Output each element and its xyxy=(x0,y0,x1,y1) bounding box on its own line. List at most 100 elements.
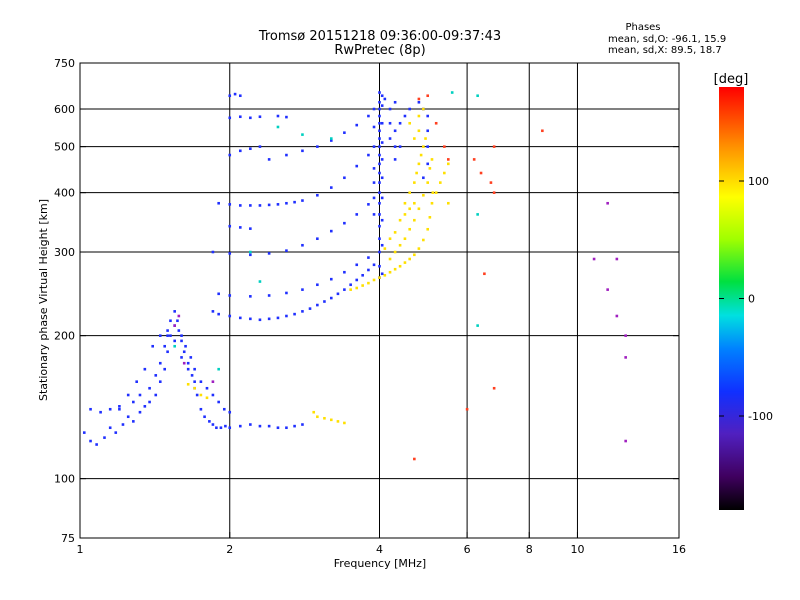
data-point xyxy=(177,314,181,318)
data-point xyxy=(228,153,232,157)
data-point xyxy=(186,361,190,365)
data-point xyxy=(323,416,326,420)
data-point xyxy=(465,407,469,411)
data-point xyxy=(388,270,392,274)
data-point xyxy=(267,317,271,321)
data-point xyxy=(417,114,421,118)
data-point xyxy=(372,181,376,184)
data-point xyxy=(143,405,147,408)
data-point xyxy=(413,218,416,222)
data-point xyxy=(135,380,138,383)
data-point xyxy=(446,201,450,205)
data-point xyxy=(417,247,421,250)
data-point xyxy=(301,423,304,426)
data-point xyxy=(158,361,162,365)
data-point xyxy=(308,307,312,310)
data-point xyxy=(316,145,319,148)
data-point xyxy=(398,264,402,268)
data-point xyxy=(434,191,438,194)
y-axis-label: Stationary phase Virtual Height [km] xyxy=(37,199,50,401)
data-point xyxy=(378,145,381,148)
data-point xyxy=(180,356,183,359)
data-point xyxy=(228,116,232,120)
data-point xyxy=(372,145,376,148)
data-point xyxy=(380,158,384,161)
data-point xyxy=(419,153,423,157)
data-point xyxy=(238,316,242,320)
data-point xyxy=(114,431,118,434)
data-point xyxy=(393,129,397,133)
data-point xyxy=(388,237,392,241)
data-point xyxy=(211,310,215,313)
data-point xyxy=(249,147,252,151)
data-point xyxy=(118,405,121,408)
data-point xyxy=(367,203,370,206)
data-point xyxy=(393,231,397,234)
data-point xyxy=(367,256,370,259)
data-point xyxy=(378,276,381,279)
data-point xyxy=(285,153,288,157)
data-point xyxy=(301,199,304,202)
data-point xyxy=(163,367,166,371)
data-point xyxy=(190,374,194,377)
data-point xyxy=(258,115,262,119)
data-point xyxy=(301,310,304,313)
data-point xyxy=(492,191,496,194)
data-point xyxy=(378,237,381,241)
data-point xyxy=(417,97,421,101)
data-point xyxy=(378,213,381,216)
data-point xyxy=(285,314,288,318)
y-tick-label: 400 xyxy=(54,187,75,200)
data-point xyxy=(367,268,370,272)
data-point xyxy=(403,213,407,216)
data-point xyxy=(479,171,483,175)
x-tick-label: 2 xyxy=(226,543,233,556)
colorbar-tick-label: -100 xyxy=(748,410,773,423)
data-point xyxy=(483,272,486,276)
data-point xyxy=(472,158,476,161)
colorbar-tick-label: 0 xyxy=(748,293,755,306)
data-point xyxy=(355,123,359,127)
phase-info-heading: Phases xyxy=(625,22,660,33)
data-point xyxy=(388,121,392,125)
data-point xyxy=(166,334,169,337)
data-point xyxy=(378,153,381,157)
data-point xyxy=(367,281,370,285)
data-point xyxy=(426,129,430,133)
data-point xyxy=(228,410,232,414)
data-point xyxy=(249,116,252,120)
data-point xyxy=(378,107,381,111)
x-axis-ticks: 1 2 4 6 8 10 16 xyxy=(77,532,686,556)
data-point xyxy=(189,356,193,359)
data-point xyxy=(193,386,196,390)
data-point xyxy=(606,201,609,205)
data-point xyxy=(276,316,280,320)
data-point xyxy=(393,100,397,104)
data-point xyxy=(249,204,252,207)
data-point xyxy=(383,273,387,277)
data-point xyxy=(249,317,252,321)
data-point xyxy=(450,91,454,94)
data-point xyxy=(182,350,186,354)
data-point xyxy=(383,97,387,101)
data-point xyxy=(148,400,151,404)
data-point xyxy=(199,393,203,397)
data-point xyxy=(413,181,416,184)
data-point xyxy=(132,420,135,423)
data-point xyxy=(143,367,147,371)
data-point xyxy=(413,253,416,257)
y-axis-ticks: 75 100 200 300 400 500 600 750 xyxy=(54,57,679,545)
data-point xyxy=(258,145,262,148)
data-point xyxy=(426,181,430,184)
colorbar-tick-label: 100 xyxy=(748,175,769,188)
data-point xyxy=(267,203,271,207)
data-point xyxy=(408,121,411,125)
data-point xyxy=(82,431,86,434)
data-point xyxy=(211,423,215,426)
data-point xyxy=(217,312,220,316)
data-point xyxy=(615,257,619,261)
data-point xyxy=(228,294,232,297)
data-point xyxy=(249,253,252,257)
data-point xyxy=(426,94,430,98)
